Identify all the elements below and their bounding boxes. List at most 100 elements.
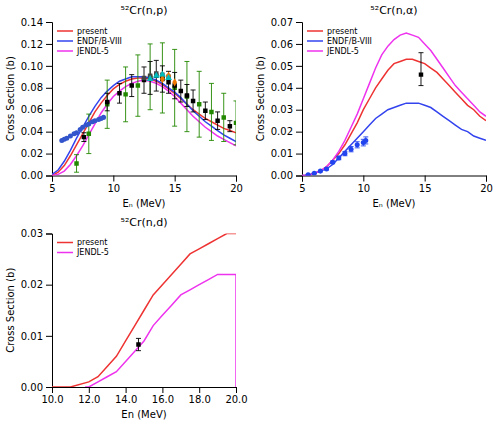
marker (166, 72, 171, 80)
legend-label: ENDF/B-VIII (327, 37, 372, 46)
y-tick-label: 0.06 (271, 39, 293, 50)
line (302, 59, 486, 175)
y-axis: 0.000.010.020.030.040.050.060.07 (271, 17, 303, 182)
x-tick: 10.0 (41, 387, 63, 405)
error-bar (349, 147, 354, 152)
x-axis-line (53, 388, 237, 394)
legend-item: present (307, 27, 357, 36)
y-tick-label: 0.01 (271, 148, 293, 159)
error-bar (166, 71, 171, 93)
legend-label: JENDL-5 (326, 47, 359, 56)
x-tick-label: 20.0 (225, 394, 247, 405)
legend-item: JENDL-5 (307, 47, 359, 56)
scatter-series (81, 60, 232, 141)
x-tick-label: 18.0 (189, 394, 211, 405)
marker (324, 166, 329, 171)
y-tick-mark (296, 66, 302, 67)
x-tick: 14.0 (115, 387, 137, 405)
error-bar (117, 83, 122, 103)
error-bar (81, 133, 86, 142)
y-tick-label: 0.02 (21, 279, 43, 290)
y-axis: 0.000.020.040.060.080.100.120.14 (21, 17, 53, 182)
error-bar (336, 156, 341, 160)
y-tick-mark (296, 154, 302, 155)
marker (136, 342, 140, 346)
marker (342, 151, 347, 156)
x-tick: 20.0 (225, 387, 247, 405)
x-axis-title: Eₙ (MeV) (123, 198, 166, 209)
marker (105, 100, 109, 104)
marker (82, 135, 86, 139)
marker (153, 72, 160, 78)
x-tick-label: 5 (299, 183, 305, 194)
title: ⁵²Cr(n,α) (370, 4, 417, 17)
panel: 5 10 15 20 0.000.010.020.030.040.050.060.07 p… (255, 4, 493, 209)
legend-label: JENDL-5 (76, 47, 109, 56)
y-tick: 0.02 (21, 279, 52, 290)
plot-area (302, 33, 486, 176)
error-bar (184, 61, 189, 131)
marker (87, 132, 91, 136)
x-tick-label: 12.0 (78, 394, 100, 405)
y-tick-mark (46, 336, 52, 337)
x-tick-label: 14.0 (115, 394, 137, 405)
y-tick-mark (46, 234, 52, 235)
error-bar (160, 66, 165, 92)
marker (318, 169, 323, 174)
marker (165, 74, 172, 80)
legend-item: JENDL-5 (57, 248, 109, 257)
x-tick-label: 15 (419, 183, 432, 194)
error-bar (221, 93, 226, 141)
error-bar (74, 155, 79, 173)
y-tick-label: 0.12 (21, 39, 43, 50)
marker (123, 92, 127, 96)
y-tick-mark (46, 132, 52, 133)
error-bar (86, 114, 91, 153)
scatter-series (59, 115, 106, 143)
x-tick-mark (486, 176, 487, 182)
line (302, 103, 486, 175)
legend-swatch (57, 252, 73, 254)
x-axis: 10.0 12.0 14.0 16.0 18.0 20.0 (41, 387, 247, 405)
legend-label: present (77, 238, 107, 247)
y-tick-mark (46, 110, 52, 111)
legend-item: ENDF/B-VIII (57, 37, 122, 46)
legend-label: present (327, 27, 357, 36)
legend-label: JENDL-5 (76, 248, 109, 257)
marker (203, 109, 207, 113)
x-tick-label: 20 (480, 183, 493, 194)
scatter-series (74, 43, 236, 172)
marker (363, 138, 368, 143)
legend-item: present (57, 238, 107, 247)
y-tick: 0.06 (271, 39, 302, 50)
x-tick-label: 16.0 (152, 394, 174, 405)
y-tick-mark (296, 22, 302, 23)
error-bar (172, 72, 177, 98)
legend-item: present (57, 27, 107, 36)
error-bar (234, 101, 237, 145)
x-tick-label: 10 (107, 183, 120, 194)
x-tick-label: 10 (357, 183, 370, 194)
y-axis-title: Cross Section (b) (5, 268, 16, 353)
y-tick: 0.12 (21, 39, 52, 50)
y-tick-mark (296, 88, 302, 89)
legend-swatch (57, 50, 73, 52)
x-tick: 10 (357, 176, 370, 194)
error-bar (160, 43, 165, 113)
legend-label: present (77, 27, 107, 36)
legend-swatch (307, 40, 323, 42)
error-bar (135, 55, 140, 116)
error-bar (136, 338, 141, 350)
marker (349, 147, 354, 152)
y-tick-label: 0.10 (21, 61, 43, 72)
scatter-series (306, 137, 369, 176)
y-tick-label: 0.03 (21, 228, 43, 239)
line (302, 33, 486, 176)
error-bar (215, 112, 220, 130)
marker (228, 124, 232, 128)
y-tick-mark (46, 44, 52, 45)
x-axis-title: Eₙ (MeV) (373, 198, 416, 209)
error-bar (184, 84, 189, 106)
line (52, 234, 236, 388)
x-tick-mark (126, 387, 127, 393)
